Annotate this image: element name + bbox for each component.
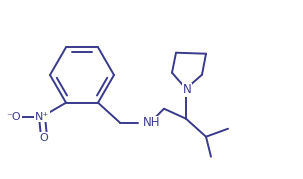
Text: N: N <box>183 83 191 96</box>
Text: N⁺: N⁺ <box>35 112 49 122</box>
Text: O: O <box>40 133 48 143</box>
Text: NH: NH <box>143 116 161 129</box>
Text: ⁻O: ⁻O <box>6 112 21 122</box>
